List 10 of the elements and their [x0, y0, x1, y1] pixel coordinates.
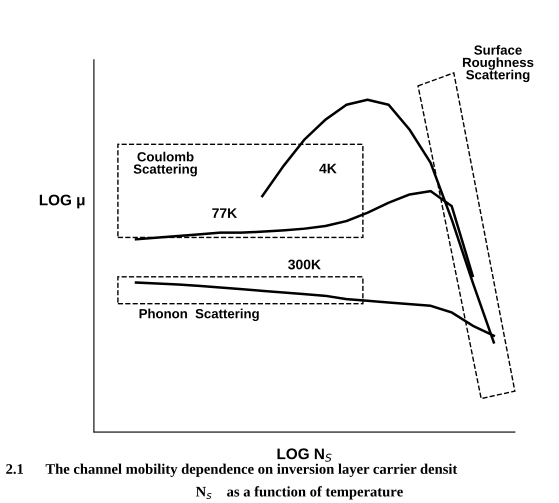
series-label: 77K	[212, 208, 238, 218]
y-axis-title: LOG μ	[40, 194, 84, 208]
annotation: Phonon Scattering	[140, 308, 259, 322]
text: N$_{s}$ as a function of temperature	[196, 486, 403, 500]
text: 2.1 The channel mobility dependence on inversion layer carrier densit	[6, 464, 458, 477]
x-axis-title: LOG N$_{S}$	[278, 448, 332, 462]
series-label: 4K	[319, 164, 337, 174]
series-label: 300K	[288, 260, 321, 270]
annotation: Coulomb Scattering	[134, 152, 197, 176]
text: Surface Roughness Scattering	[462, 45, 534, 82]
